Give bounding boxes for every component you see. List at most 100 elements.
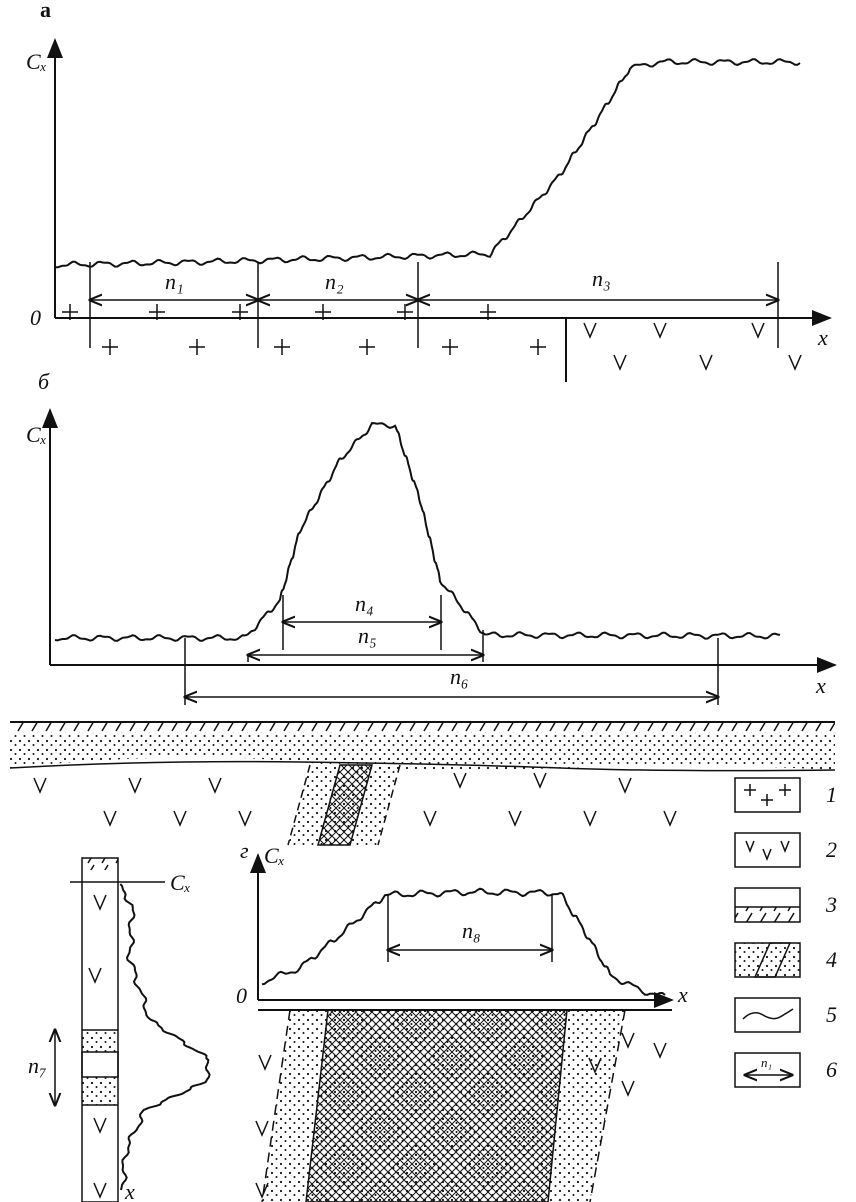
legend-box (734, 1052, 801, 1088)
legend-box (734, 942, 801, 978)
curve (54, 422, 781, 642)
v-symbol (663, 810, 677, 827)
v-symbol (128, 777, 142, 794)
v-symbol (173, 810, 187, 827)
v-symbol (653, 322, 667, 339)
interval-label: n₇ (28, 1053, 47, 1078)
v-symbol (583, 322, 597, 339)
cross-symbol (530, 339, 546, 355)
v-symbol (533, 772, 547, 789)
v-symbol (621, 1032, 635, 1049)
cross-symbol (761, 794, 773, 806)
cross-symbol (189, 339, 205, 355)
curves (54, 57, 801, 1191)
v-symbol (653, 1042, 667, 1059)
v-symbol (618, 777, 632, 794)
halo-cell (82, 1077, 118, 1105)
layer-boundary (9, 760, 836, 772)
v-symbol (780, 840, 790, 854)
curve (119, 883, 211, 1191)
legend-number: 1 (826, 782, 837, 807)
cross-symbol (62, 304, 78, 320)
interval-label: n₄ (355, 591, 374, 616)
v-symbol (583, 810, 597, 827)
legend-box (734, 997, 801, 1033)
v-symbol (93, 894, 107, 911)
cross-symbol (359, 339, 375, 355)
v-symbol (588, 1057, 602, 1074)
legend-curve (742, 1008, 794, 1020)
cross-symbol (274, 339, 290, 355)
y-axis-label: Cₓ (26, 49, 47, 74)
v-symbol (762, 848, 772, 862)
x-axis-label: x (817, 325, 828, 350)
legend-box (734, 832, 801, 868)
panel-label: г (240, 838, 249, 863)
curve (54, 57, 801, 269)
dike-contact (261, 1009, 626, 1202)
v-symbol (613, 354, 627, 371)
v-symbol (33, 777, 47, 794)
v-symbol (93, 1182, 107, 1199)
legend-number: 5 (826, 1002, 837, 1027)
origin-label: 0 (30, 305, 41, 330)
v-symbol (103, 810, 117, 827)
v-symbol (258, 1054, 272, 1071)
legend-number: 2 (826, 837, 837, 862)
v-symbol (699, 354, 713, 371)
ore-body (305, 1009, 568, 1202)
interval-label: n₃ (592, 266, 611, 291)
interval-label: n₈ (462, 918, 481, 943)
legend-number: 6 (826, 1057, 837, 1082)
interval-label: n₆ (450, 664, 469, 689)
soil-hatch (82, 858, 118, 870)
legend-number: 4 (826, 947, 837, 972)
x-axis-label: x (124, 1179, 135, 1202)
v-symbol (255, 1182, 269, 1199)
legend-number: 3 (825, 892, 837, 917)
cross-symbol (232, 304, 248, 320)
rock-symbols (33, 304, 802, 1199)
y-axis-label: Cₓ (264, 843, 285, 868)
legend-hatch (735, 907, 800, 922)
legend-box (734, 777, 801, 813)
y-axis-label: Cₓ (170, 870, 191, 895)
v-symbol (238, 810, 252, 827)
halo-cell (82, 1030, 118, 1052)
x-axis-label: x (815, 673, 826, 698)
curve (261, 887, 666, 996)
v-symbol (208, 777, 222, 794)
v-symbol (508, 810, 522, 827)
panel-label: б (38, 369, 50, 394)
interval-label: n₁ (165, 269, 184, 294)
ore-body (317, 764, 373, 846)
cross-symbol (102, 339, 118, 355)
dike-contact (287, 764, 401, 846)
legend: 1 2 3 4 5 n₁ 6 (734, 777, 837, 1088)
cross-symbol (397, 304, 413, 320)
v-symbol (453, 772, 467, 789)
v-symbol (751, 322, 765, 339)
sediment-layer (10, 733, 835, 770)
cross-symbol (149, 304, 165, 320)
soil-hatch (10, 723, 835, 733)
v-symbol (788, 354, 802, 371)
cross-symbol (779, 784, 791, 796)
y-axis-label: Cₓ (26, 422, 47, 447)
cross-symbol (315, 304, 331, 320)
x-axis-label: x (677, 982, 688, 1007)
v-symbol (93, 1117, 107, 1134)
v-symbol (621, 1080, 635, 1097)
v-symbol (88, 967, 102, 984)
cross-symbol (442, 339, 458, 355)
cross-symbol (744, 784, 756, 796)
legend-sample: n₁ (761, 1055, 772, 1070)
interval-label: n₂ (325, 269, 344, 294)
origin-label: 0 (236, 983, 247, 1008)
legend-box (734, 887, 801, 923)
panel-label: а (40, 0, 51, 22)
cross-symbol (480, 304, 496, 320)
v-symbol (255, 1120, 269, 1137)
v-symbol (745, 840, 755, 854)
